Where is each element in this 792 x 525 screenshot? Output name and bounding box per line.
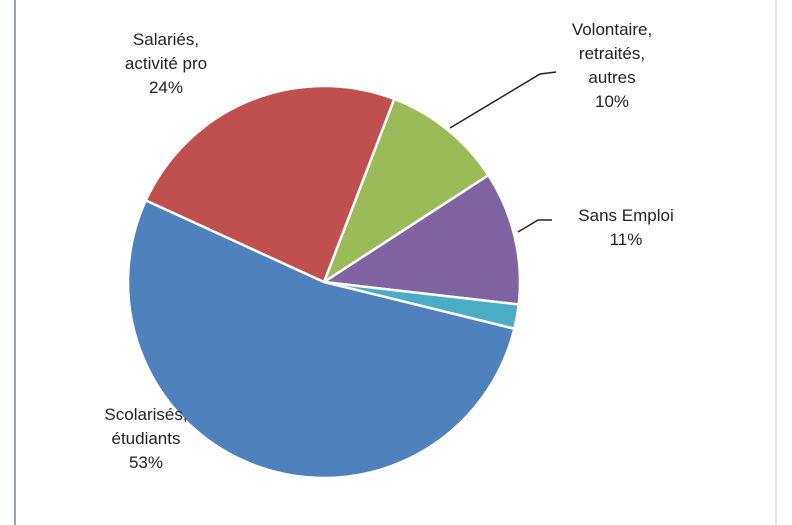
pie-slice	[321, 97, 491, 286]
slice-label: Salariés, activité pro 24%	[125, 28, 207, 100]
slice-percent: 10%	[594, 92, 630, 111]
leader-line	[449, 71, 557, 129]
slice-name: Salariés, activité pro	[124, 30, 208, 73]
slice-percent: 53%	[128, 453, 164, 472]
slice-percent: 11%	[609, 230, 643, 249]
slice-label: Volontaire, retraités, autres 10%	[572, 18, 652, 114]
pie-slice	[126, 198, 516, 480]
slice-name: Sans Emploi	[578, 206, 674, 225]
pie-slice	[320, 173, 522, 306]
slice-name: Volontaire, retraités, autres	[571, 20, 653, 87]
slice-label: Sans Emploi 11%	[578, 204, 673, 252]
leader-line	[517, 219, 552, 233]
slice-label: Scolarisés, étudiants 53%	[104, 403, 187, 475]
pie-slice	[144, 84, 396, 284]
slice-percent: 24%	[148, 78, 184, 97]
slice-name: Scolarisés, étudiants	[104, 405, 188, 448]
